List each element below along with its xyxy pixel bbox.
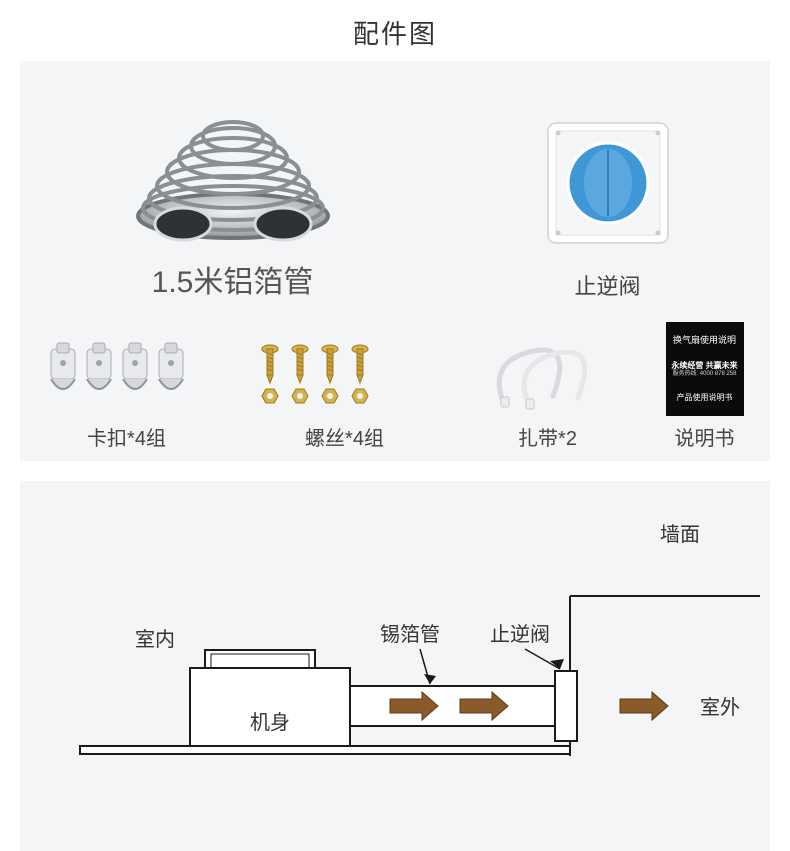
ties-icon [483,341,613,411]
ties-label: 扎带*2 [483,422,613,451]
diagram-panel: 墙面机身 室内室外 锡箔管 止逆阀 [20,481,770,851]
valve-icon [528,108,688,258]
body-label: 机身 [250,711,290,734]
install-diagram: 墙面机身 室内室外 锡箔管 止逆阀 [20,481,770,851]
part-ties: 扎带*2 [483,341,613,451]
tube-callout: 锡箔管 [380,623,440,646]
flow-arrow [620,692,668,720]
part-valve: 止逆阀 [498,108,718,301]
wall-label: 墙面 [660,523,700,546]
indoor-label: 室内 [135,628,175,651]
manual-booklet-icon: 换气扇使用说明 永续经营 共赢未来 服务热线: 4000 878 258 产品使… [666,322,744,416]
tube-icon [128,86,338,246]
outdoor-label: 室外 [700,696,740,719]
booklet-foot: 产品使用说明书 [677,393,733,403]
part-manual: 换气扇使用说明 永续经营 共赢未来 服务热线: 4000 878 258 产品使… [666,322,744,451]
part-tube: 1.5米铝箔管 [73,86,393,301]
tube-label: 1.5米铝箔管 [73,257,393,301]
booklet-mid: 永续经营 共赢未来 [671,361,737,371]
booklet-small: 服务热线: 4000 878 258 [671,371,737,379]
screws-label: 螺丝*4组 [260,422,430,451]
valve-callout: 止逆阀 [490,623,550,646]
page-title: 配件图 [0,0,790,61]
parts-panel: 1.5米铝箔管 止逆阀 [20,61,770,461]
valve-label: 止逆阀 [498,269,718,301]
screws-icon [260,341,430,411]
part-screws: 螺丝*4组 [260,341,430,451]
booklet-title: 换气扇使用说明 [673,335,736,347]
clips-label: 卡扣*4组 [47,422,207,451]
clips-icon [47,341,207,411]
part-clips: 卡扣*4组 [47,341,207,451]
manual-label: 说明书 [666,422,744,451]
